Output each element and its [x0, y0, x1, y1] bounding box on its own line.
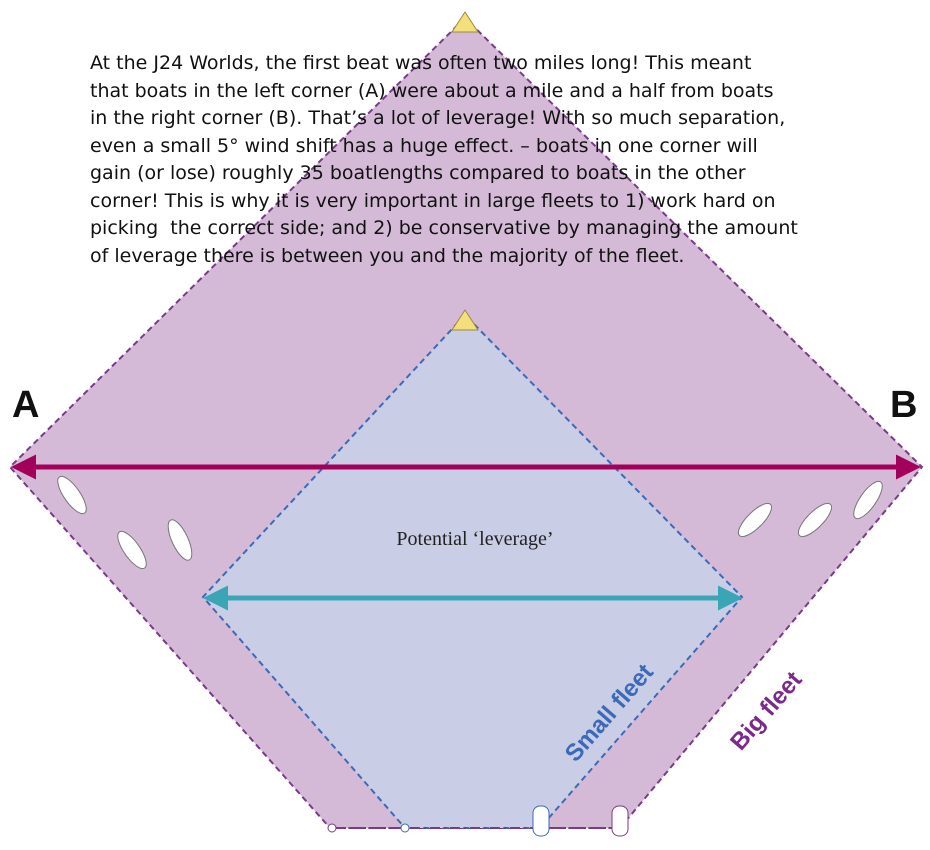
top-mark	[452, 12, 478, 32]
paragraph-line: that boats in the left corner (A) were a…	[90, 78, 798, 106]
paragraph: At the J24 Worlds, the first beat was of…	[90, 50, 798, 270]
corner-b: B	[890, 384, 917, 426]
paragraph-line: picking the correct side; and 2) be cons…	[90, 215, 798, 243]
diagram: A B Potential ‘leverage’ Small fleet Big…	[0, 0, 930, 850]
paragraph-line: in the right corner (B). That’s a lot of…	[90, 105, 798, 133]
leverage-label: Potential ‘leverage’	[396, 528, 553, 550]
paragraph-line: corner! This is why it is very important…	[90, 188, 798, 216]
paragraph-line: At the J24 Worlds, the first beat was of…	[90, 50, 798, 78]
paragraph-line: gain (or lose) roughly 35 boatlengths co…	[90, 160, 798, 188]
paragraph-line: of leverage there is between you and the…	[90, 243, 798, 271]
corner-a: A	[12, 384, 39, 426]
paragraph-line: even a small 5° wind shift has a huge ef…	[90, 133, 798, 161]
